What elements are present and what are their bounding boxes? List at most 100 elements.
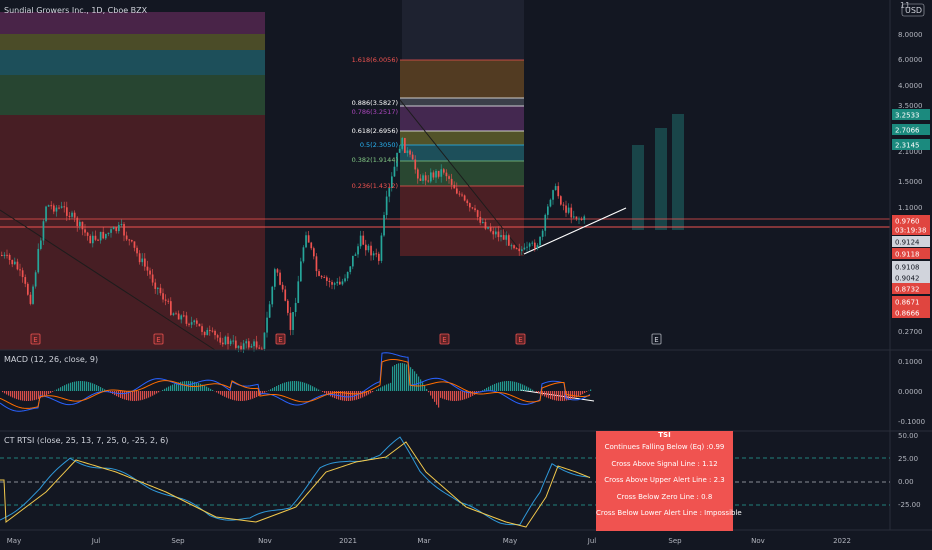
macd-hist-bar [440, 391, 442, 398]
candle-body [209, 329, 211, 331]
tsi-tick: 50.00 [898, 432, 918, 440]
macd-hist-bar [6, 391, 8, 395]
fib-level-label: 0.886(3.5827) [352, 99, 398, 107]
candle-body [396, 152, 398, 167]
macd-hist-bar [278, 384, 280, 391]
candle-body [92, 235, 94, 244]
macd-hist-bar [280, 384, 282, 391]
macd-hist-bar [526, 386, 528, 391]
earnings-marker[interactable]: E [515, 333, 526, 345]
candle-body [359, 235, 362, 247]
price-label: 3.2533 [892, 109, 930, 120]
candle-body [32, 286, 34, 304]
macd-hist-bar [164, 388, 166, 391]
candle-body [435, 170, 437, 178]
candle-body [216, 335, 219, 338]
macd-hist-bar [184, 381, 186, 391]
candle-body [115, 227, 118, 232]
earnings-marker[interactable]: E [275, 333, 286, 345]
macd-hist-bar [84, 381, 86, 391]
macd-hist-bar [344, 391, 346, 401]
macd-hist-bar [412, 369, 414, 391]
earnings-marker[interactable]: E [153, 333, 164, 345]
time-tick: Nov [751, 537, 765, 545]
macd-hist-bar [222, 391, 224, 396]
candle-body [326, 277, 328, 281]
macd-hist-bar [516, 382, 518, 391]
candle-body [211, 330, 214, 332]
candle-body [414, 159, 417, 170]
macd-hist-bar [80, 381, 82, 391]
candle-body [471, 207, 474, 209]
macd-hist-bar [52, 391, 54, 392]
macd-hist-bar [212, 390, 214, 391]
macd-hist-bar [20, 391, 22, 401]
currency-button[interactable] [901, 3, 925, 17]
macd-hist-bar [140, 391, 142, 401]
macd-hist-bar [590, 389, 592, 391]
earnings-marker[interactable]: E [651, 333, 662, 345]
macd-hist-bar [224, 391, 226, 397]
candle-body [287, 300, 289, 313]
candle-body [534, 242, 536, 249]
macd-hist-bar [470, 391, 472, 397]
zone-green-fib [400, 161, 524, 186]
candle-body [583, 216, 586, 220]
candle-body [177, 313, 180, 320]
macd-hist-bar [104, 389, 106, 391]
candle-body [492, 231, 495, 235]
macd-hist-bar [396, 363, 398, 391]
candle-body [411, 154, 414, 160]
candle-body [6, 254, 8, 256]
candle-body [489, 227, 492, 232]
candle-body [333, 283, 336, 285]
price-label: 0.9760 [892, 215, 930, 226]
macd-hist-bar [350, 391, 352, 401]
macd-hist-bar [74, 381, 76, 391]
macd-hist-bar [176, 382, 178, 391]
candle-body [154, 282, 157, 289]
macd-hist-bar [258, 391, 260, 397]
macd-hist-bar [492, 384, 494, 391]
zone-dark-top [402, 0, 524, 60]
macd-hist-bar [200, 383, 202, 391]
tsi-alert-box: TSI Continues Falling Below (Eq) :0.99 C… [596, 431, 742, 531]
candle-body [463, 195, 466, 201]
chart-title: Sundial Growers Inc., 1D, Cboe BZX [4, 6, 148, 15]
candle-body [474, 208, 476, 211]
macd-hist-bar [362, 391, 364, 398]
candle-body [388, 187, 391, 197]
earnings-marker[interactable]: E [30, 333, 41, 345]
macd-hist-bar [420, 379, 422, 391]
time-tick: Nov [258, 537, 272, 545]
macd-hist-bar [448, 391, 450, 401]
macd-hist-bar [538, 391, 540, 394]
time-tick: Mar [417, 537, 430, 545]
earnings-marker[interactable]: E [439, 333, 450, 345]
fib-level-label: 0.786(3.2517) [352, 108, 398, 116]
zone-red-left [0, 115, 265, 350]
candle-body [42, 221, 45, 241]
macd-hist-bar [158, 391, 160, 393]
candle-body [432, 172, 435, 178]
candle-body [112, 227, 115, 230]
candle-body [362, 235, 365, 245]
macd-hist-bar [50, 391, 52, 393]
candle-body [86, 232, 89, 236]
price-tick: 8.0000 [898, 31, 923, 39]
candle-body [266, 317, 268, 333]
macd-hist-bar [518, 382, 520, 391]
axis-top-partial: 11 [900, 1, 910, 10]
candle-body [378, 253, 380, 261]
macd-hist-bar [96, 385, 98, 391]
candle-body [404, 137, 406, 153]
svg-text:0.9760: 0.9760 [895, 218, 920, 226]
candle-body [40, 240, 42, 249]
candle-body [73, 212, 76, 218]
candle-body [183, 315, 185, 317]
price-tick: 1.5000 [898, 178, 923, 186]
macd-axis-ticks: 0.1000 0.0000 -0.1000 [898, 358, 925, 426]
price-tick: 0.2700 [898, 328, 923, 336]
